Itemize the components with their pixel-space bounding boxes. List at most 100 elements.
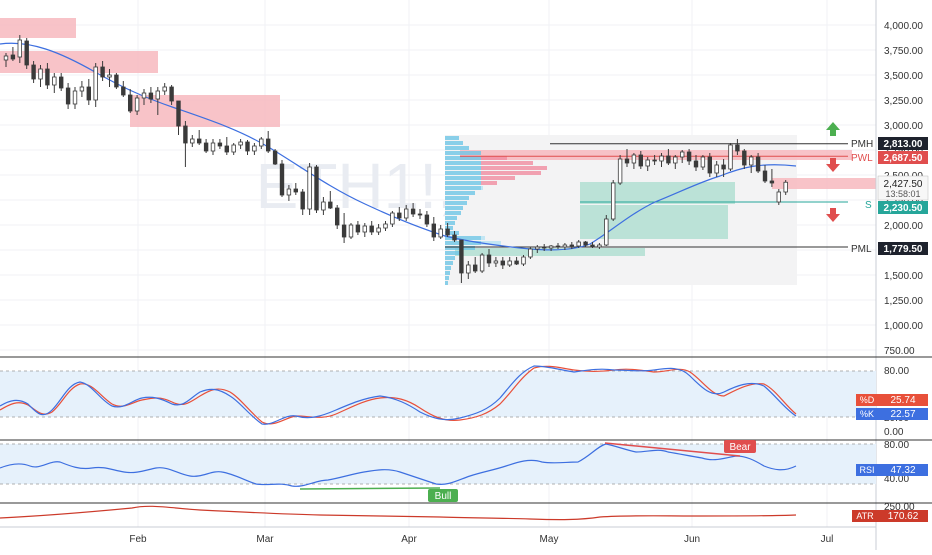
- candle-down: [514, 260, 519, 265]
- bear-divergence-line: [604, 442, 741, 457]
- s-price-tag: 2,230.50: [878, 201, 928, 214]
- s-price-value: 2,230.50: [884, 203, 923, 214]
- candle-up: [3, 55, 9, 61]
- candle-down: [624, 158, 630, 164]
- candle-up: [521, 256, 526, 265]
- candle-up: [576, 241, 581, 247]
- candle-up: [528, 248, 533, 258]
- bear-tag-label: Bear: [729, 442, 751, 453]
- candle-up: [93, 66, 98, 101]
- volume-profile: [445, 136, 547, 285]
- atr-label: ATR: [856, 511, 874, 521]
- time-label-jun: Jun: [684, 534, 700, 545]
- candle-up: [680, 151, 685, 158]
- price-tick: 3,250.00: [884, 96, 923, 107]
- candle-down: [293, 188, 298, 193]
- volume-profile-bar: [481, 241, 501, 245]
- volume-profile-bar: [481, 236, 485, 240]
- last-price-tag: 2,427.50 13:58:01: [877, 175, 929, 201]
- volume-profile-bar: [445, 166, 481, 170]
- candle-down: [721, 164, 726, 170]
- volume-profile-bar: [445, 161, 481, 165]
- volume-profile-bar: [481, 186, 483, 190]
- candle-up: [107, 74, 112, 78]
- candle-down: [114, 74, 119, 88]
- candle-down: [472, 264, 478, 272]
- candle-up: [611, 182, 616, 220]
- price-tick: 1,000.00: [884, 321, 923, 332]
- candle-down: [121, 86, 126, 96]
- candle-down: [397, 212, 402, 219]
- candle-up: [286, 188, 292, 196]
- candle-up: [155, 90, 160, 100]
- candle-up: [134, 97, 140, 112]
- candle-down: [569, 244, 574, 247]
- candle-down: [638, 154, 643, 167]
- candle-down: [341, 224, 347, 238]
- candle-down: [127, 94, 133, 112]
- pml-price-value: 1,779.50: [884, 244, 923, 255]
- candle-up: [259, 138, 264, 147]
- candle-up: [321, 201, 326, 211]
- candle-up: [466, 264, 471, 274]
- candle-down: [762, 170, 768, 182]
- pmh-label: PMH: [851, 139, 873, 150]
- volume-profile-bar: [445, 261, 453, 265]
- candle-down: [176, 100, 181, 127]
- signal-arrows: [826, 122, 840, 222]
- pmh-price-tag: 2,813.00: [878, 137, 928, 150]
- atr-line: [0, 505, 797, 521]
- volume-profile-bar: [445, 226, 453, 230]
- candle-down: [265, 138, 271, 152]
- bar-countdown: 13:58:01: [885, 189, 920, 199]
- candle-down: [300, 191, 305, 210]
- candle-up: [38, 68, 43, 80]
- volume-profile-bar: [481, 171, 541, 175]
- candle-down: [707, 156, 712, 174]
- candle-down: [742, 150, 747, 166]
- candle-down: [452, 234, 457, 241]
- volume-profile-bar: [445, 141, 463, 145]
- candle-down: [755, 156, 761, 172]
- volume-profile-bar: [445, 276, 449, 280]
- candle-up: [562, 244, 568, 248]
- supply-zone: [460, 150, 852, 160]
- pwl-label: PWL: [851, 153, 873, 164]
- atr-value: 170.62: [888, 511, 919, 522]
- candle-down: [410, 208, 416, 215]
- candle-up: [776, 191, 781, 203]
- time-label-may: May: [540, 534, 559, 545]
- supply-zone: [0, 51, 158, 73]
- candle-down: [31, 64, 36, 80]
- time-label-jul: Jul: [821, 534, 834, 545]
- time-label-apr: Apr: [401, 534, 417, 545]
- stoch-k-tag: %K 22.57: [856, 408, 928, 420]
- bull-tag-label: Bull: [435, 491, 452, 502]
- candle-down: [196, 138, 202, 144]
- candle-down: [148, 92, 154, 100]
- candle-down: [583, 241, 588, 246]
- time-label-mar: Mar: [256, 534, 274, 545]
- volume-profile-bar: [445, 171, 481, 175]
- rsi-line: [0, 443, 797, 487]
- volume-profile-bar: [445, 201, 467, 205]
- candle-down: [334, 207, 340, 226]
- candle-up: [376, 227, 381, 233]
- price-tick: 1,250.00: [884, 296, 923, 307]
- candle-down: [328, 201, 333, 209]
- candle-down: [314, 166, 319, 211]
- time-axis[interactable]: Feb Mar Apr May Jun Jul: [129, 534, 833, 545]
- volume-profile-bar: [481, 161, 533, 165]
- volume-profile-bar: [445, 191, 475, 195]
- rsi-value: 47.32: [890, 465, 915, 476]
- candle-up: [631, 154, 637, 164]
- candle-up: [548, 245, 554, 249]
- bear-tag: Bear: [724, 440, 756, 453]
- demand-zone: [580, 205, 728, 239]
- stoch-band: [0, 371, 876, 417]
- volume-profile-bar: [481, 176, 515, 180]
- demand-zone: [455, 248, 645, 256]
- volume-profile-bar: [445, 181, 481, 185]
- candle-up: [252, 145, 257, 152]
